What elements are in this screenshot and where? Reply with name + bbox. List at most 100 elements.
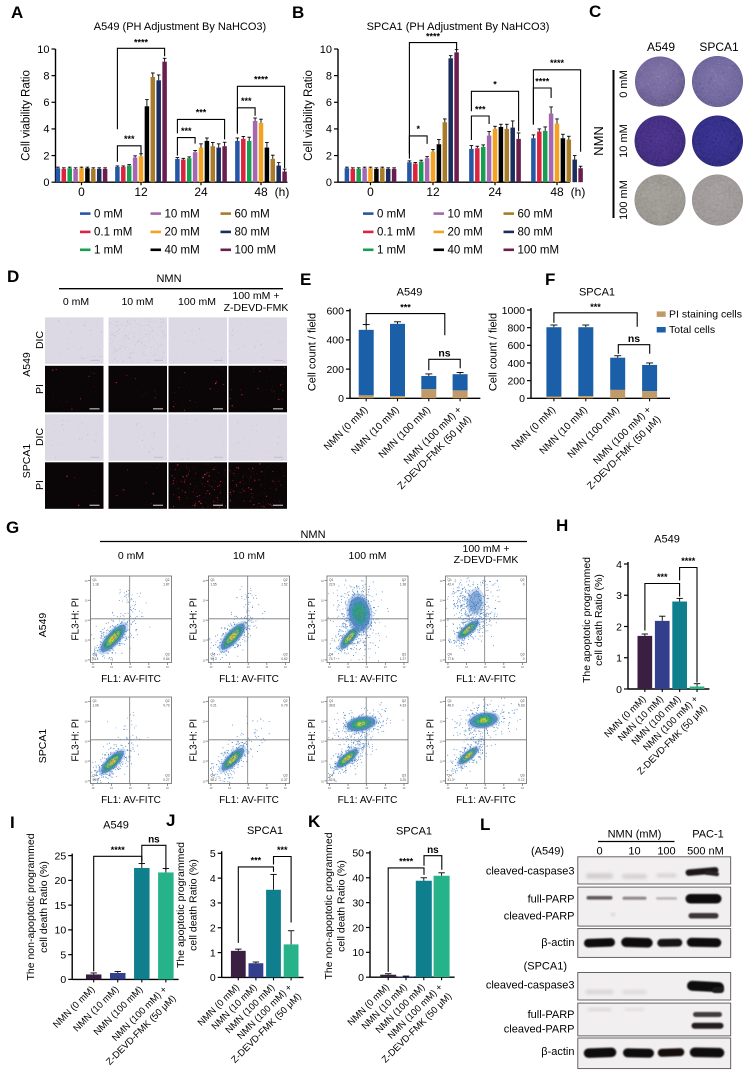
svg-text:***: *** xyxy=(196,108,207,118)
svg-text:A549 (PH Adjustment By NaHCO3): A549 (PH Adjustment By NaHCO3) xyxy=(94,21,266,33)
svg-text:10: 10 xyxy=(166,786,169,790)
svg-text:74.7: 74.7 xyxy=(329,657,335,661)
svg-text:Q1: Q1 xyxy=(329,699,333,703)
svg-text:10: 10 xyxy=(352,947,364,959)
svg-text:FL3-H: PI: FL3-H: PI xyxy=(71,719,82,762)
svg-text:10: 10 xyxy=(203,779,206,783)
svg-text:10: 10 xyxy=(440,740,443,744)
svg-text:12: 12 xyxy=(426,185,440,199)
svg-text:Total cells: Total cells xyxy=(669,324,715,336)
svg-text:60 mM: 60 mM xyxy=(518,208,553,220)
svg-text:Q2: Q2 xyxy=(283,699,287,703)
svg-text:ns: ns xyxy=(438,348,450,360)
svg-text:10: 10 xyxy=(321,579,324,583)
svg-text:****: **** xyxy=(426,32,441,42)
svg-text:10: 10 xyxy=(284,786,287,790)
svg-text:1: 1 xyxy=(210,947,216,959)
svg-text:10: 10 xyxy=(147,665,150,669)
svg-text:0: 0 xyxy=(616,684,622,696)
svg-text:Q2: Q2 xyxy=(165,699,169,703)
svg-text:***: *** xyxy=(124,134,135,144)
svg-text:10: 10 xyxy=(321,639,324,643)
svg-text:10: 10 xyxy=(440,619,443,623)
svg-text:77.6: 77.6 xyxy=(448,657,454,661)
svg-text:40 mM: 40 mM xyxy=(165,245,200,257)
svg-text:10: 10 xyxy=(129,786,132,790)
svg-text:0: 0 xyxy=(326,177,332,189)
svg-text:100 mM +: 100 mM + xyxy=(233,290,280,302)
svg-text:48: 48 xyxy=(550,185,564,199)
svg-text:8: 8 xyxy=(43,70,49,82)
svg-text:1: 1 xyxy=(616,653,622,665)
svg-text:B: B xyxy=(292,3,304,22)
svg-text:20 mM: 20 mM xyxy=(165,227,200,239)
svg-text:10: 10 xyxy=(440,639,443,643)
svg-text:12: 12 xyxy=(134,185,148,199)
svg-text:15: 15 xyxy=(55,900,67,912)
svg-text:10: 10 xyxy=(203,760,206,764)
svg-text:10: 10 xyxy=(465,665,468,669)
svg-text:0: 0 xyxy=(523,583,525,587)
svg-text:Q2: Q2 xyxy=(402,699,406,703)
svg-text:10: 10 xyxy=(284,665,287,669)
svg-text:4: 4 xyxy=(210,873,216,885)
svg-text:600: 600 xyxy=(507,340,525,352)
svg-text:Z-DEVD-FMK: Z-DEVD-FMK xyxy=(454,554,519,566)
svg-text:*: * xyxy=(416,124,420,134)
svg-text:****: **** xyxy=(550,58,565,68)
svg-text:SPCA1: SPCA1 xyxy=(21,444,33,479)
svg-text:(SPCA1): (SPCA1) xyxy=(524,961,567,973)
svg-text:NMN (mM): NMN (mM) xyxy=(608,829,662,841)
svg-text:10: 10 xyxy=(203,579,206,583)
svg-text:Q1: Q1 xyxy=(448,578,452,582)
svg-text:0.1 mM: 0.1 mM xyxy=(94,227,132,239)
svg-text:A: A xyxy=(11,3,23,22)
svg-text:0.79: 0.79 xyxy=(281,704,287,708)
svg-text:A549: A549 xyxy=(103,820,129,832)
svg-text:500 nM: 500 nM xyxy=(687,846,724,858)
svg-text:10: 10 xyxy=(347,665,350,669)
svg-text:10: 10 xyxy=(440,720,443,724)
svg-text:10: 10 xyxy=(446,665,449,669)
svg-text:10: 10 xyxy=(484,786,487,790)
svg-text:Q4: Q4 xyxy=(448,653,452,657)
svg-text:80 mM: 80 mM xyxy=(235,227,270,239)
svg-text:(h): (h) xyxy=(275,185,290,199)
svg-text:10: 10 xyxy=(328,786,331,790)
svg-text:cleaved-PARP: cleaved-PARP xyxy=(504,911,575,923)
svg-text:cell death Ratio (%): cell death Ratio (%) xyxy=(336,860,348,952)
svg-text:0 mM: 0 mM xyxy=(377,208,406,220)
svg-text:Cell count / field: Cell count / field xyxy=(488,313,500,391)
svg-text:5: 5 xyxy=(60,949,66,961)
svg-text:Z-DEVD-FMK: Z-DEVD-FMK xyxy=(224,302,289,314)
svg-text:PI staining cells: PI staining cells xyxy=(669,309,742,321)
svg-text:The non-apoptotic programmed: The non-apoptotic programmed xyxy=(323,832,335,979)
svg-text:40 mM: 40 mM xyxy=(448,245,483,257)
svg-text:10: 10 xyxy=(321,700,324,704)
svg-text:10: 10 xyxy=(384,786,387,790)
svg-text:SPCA1: SPCA1 xyxy=(247,825,283,837)
svg-text:3: 3 xyxy=(210,898,216,910)
svg-text:Q4: Q4 xyxy=(329,774,333,778)
svg-text:0: 0 xyxy=(519,393,525,405)
svg-text:***: *** xyxy=(277,845,288,855)
svg-text:FL1: AV-FITC: FL1: AV-FITC xyxy=(219,795,279,806)
svg-text:Q2: Q2 xyxy=(283,578,287,582)
svg-text:10: 10 xyxy=(440,579,443,583)
svg-text:10: 10 xyxy=(129,665,132,669)
svg-text:Q1: Q1 xyxy=(329,578,333,582)
svg-text:SPCA1: SPCA1 xyxy=(579,287,615,299)
svg-text:full-PARP: full-PARP xyxy=(528,894,575,906)
svg-text:10: 10 xyxy=(203,619,206,623)
svg-text:ns: ns xyxy=(427,845,439,856)
svg-text:96.3: 96.3 xyxy=(211,657,217,661)
svg-text:0 mM: 0 mM xyxy=(118,550,144,562)
svg-text:30: 30 xyxy=(352,897,364,909)
svg-text:10: 10 xyxy=(328,665,331,669)
svg-text:10: 10 xyxy=(446,786,449,790)
svg-text:J: J xyxy=(166,811,175,830)
svg-text:1.55: 1.55 xyxy=(211,583,217,587)
svg-text:Q4: Q4 xyxy=(211,774,215,778)
svg-text:1000: 1000 xyxy=(502,305,526,317)
svg-text:Q2: Q2 xyxy=(165,578,169,582)
